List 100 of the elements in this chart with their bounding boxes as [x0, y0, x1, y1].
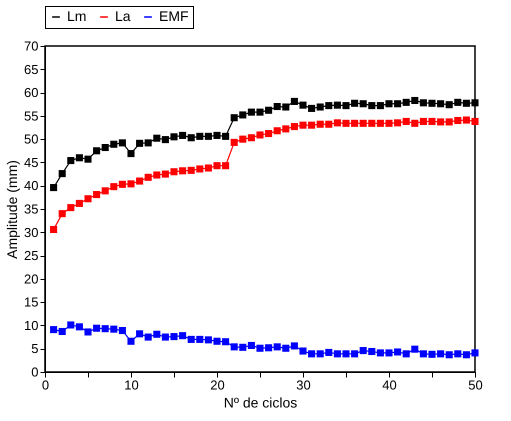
point — [110, 140, 118, 148]
y-axis-title: Amplitude (mm) — [4, 160, 20, 259]
point — [428, 350, 436, 358]
point — [411, 120, 418, 127]
point — [437, 350, 444, 358]
point — [239, 111, 246, 118]
point — [471, 99, 479, 106]
point — [76, 323, 83, 330]
point — [368, 348, 376, 356]
point — [84, 195, 92, 202]
x-tick-label: 40 — [382, 378, 397, 392]
point — [290, 98, 298, 105]
x-tick-label: 50 — [468, 378, 483, 392]
point — [299, 122, 307, 129]
point — [368, 120, 376, 127]
point — [385, 100, 393, 108]
x-tick-label: 20 — [210, 378, 225, 392]
point — [308, 350, 316, 358]
point — [118, 180, 126, 188]
point — [316, 103, 324, 111]
point — [265, 344, 272, 352]
point — [334, 102, 341, 109]
point — [188, 336, 195, 343]
y-tick-label: 40 — [24, 178, 38, 194]
point — [239, 136, 246, 143]
point — [428, 118, 436, 125]
point — [351, 100, 358, 107]
point — [213, 132, 221, 139]
point — [256, 108, 264, 116]
point — [454, 98, 462, 106]
point — [127, 180, 135, 188]
point — [420, 350, 427, 358]
point — [50, 226, 58, 234]
y-tick-label: 60 — [24, 85, 38, 100]
point — [256, 344, 264, 352]
point — [334, 119, 341, 126]
point — [93, 324, 100, 332]
point — [188, 166, 195, 174]
point — [274, 127, 281, 134]
point — [84, 328, 92, 336]
y-tick-label: 15 — [24, 294, 38, 310]
point — [170, 333, 178, 340]
y-tick-label: 35 — [24, 202, 38, 216]
point — [102, 144, 109, 152]
point — [402, 118, 410, 125]
point — [351, 120, 358, 127]
point — [204, 336, 212, 344]
point — [58, 170, 66, 178]
point — [50, 184, 58, 192]
point — [239, 344, 246, 351]
point — [179, 132, 186, 139]
point — [462, 100, 470, 107]
point — [162, 334, 169, 341]
point — [230, 138, 238, 146]
point — [110, 183, 118, 190]
point — [282, 103, 290, 111]
point — [162, 170, 169, 178]
x-tick-label: 0 — [42, 378, 50, 392]
point — [385, 349, 393, 356]
point — [437, 118, 444, 126]
y-tick-label: 30 — [24, 224, 38, 240]
point — [308, 104, 316, 112]
point — [144, 174, 152, 181]
point — [308, 122, 316, 129]
point — [334, 350, 341, 358]
point — [471, 118, 479, 125]
y-tick-label: 10 — [24, 318, 38, 333]
point — [299, 348, 307, 355]
point — [127, 150, 135, 158]
legend-label: EMF — [159, 8, 189, 24]
legend-label: La — [115, 8, 131, 24]
point — [153, 330, 160, 338]
point — [93, 191, 100, 198]
point — [179, 167, 186, 174]
point — [230, 114, 238, 122]
point — [299, 102, 307, 109]
point — [222, 338, 230, 346]
point — [411, 96, 418, 104]
point — [342, 350, 350, 358]
point — [342, 102, 350, 110]
point — [290, 123, 298, 130]
point — [102, 325, 109, 332]
point — [222, 132, 230, 140]
legend-label: Lm — [67, 8, 86, 24]
point — [196, 336, 204, 343]
point — [454, 350, 462, 358]
point — [102, 187, 109, 194]
point — [170, 168, 178, 176]
y-tick-label: 50 — [24, 132, 38, 147]
point — [213, 338, 221, 345]
point — [411, 346, 418, 353]
point — [136, 140, 144, 147]
point — [446, 118, 453, 126]
y-tick-label: 70 — [24, 38, 38, 54]
y-tick-label: 0 — [31, 364, 38, 380]
point — [274, 343, 281, 350]
point — [230, 343, 238, 350]
point — [360, 100, 367, 108]
point — [118, 139, 126, 146]
point — [290, 342, 298, 350]
